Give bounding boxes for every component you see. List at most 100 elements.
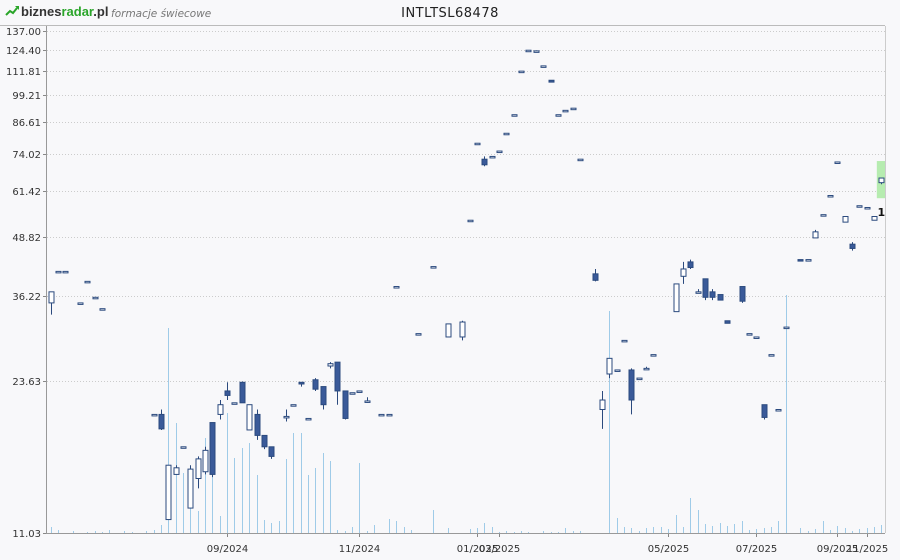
volume-bar (367, 531, 368, 533)
candle-body (834, 161, 841, 164)
volume-bar (580, 531, 581, 533)
volume-bar (73, 531, 74, 533)
volume-bar (565, 528, 566, 533)
candle-body (768, 354, 775, 357)
volume-bar (249, 443, 250, 533)
candle-body (62, 270, 69, 274)
candle-body (246, 404, 253, 431)
volume-bar (102, 532, 103, 533)
x-tick-label: 01/2025 (457, 544, 499, 555)
candle-body (842, 216, 849, 223)
x-tick-label: 09/2024 (207, 544, 249, 555)
svg-text:biznesradar.pl: biznesradar.pl (21, 4, 108, 19)
volume-bar (396, 521, 397, 533)
volume-bar (176, 423, 177, 533)
volume-bar (161, 525, 162, 533)
volume-bar (220, 516, 221, 533)
candle-body (562, 109, 569, 113)
pattern-marker-label: 1 (877, 206, 885, 219)
volume-bar (227, 413, 228, 533)
volume-bar (293, 433, 294, 533)
candle-body (570, 107, 577, 111)
volume-bar (492, 527, 493, 533)
volume-bar (705, 524, 706, 533)
volume-bar (815, 529, 816, 533)
volume-bar (749, 530, 750, 533)
x-tick-label: 07/2025 (736, 544, 778, 555)
candle-body (481, 158, 488, 166)
volume-bar (727, 526, 728, 533)
candle-body (364, 400, 371, 403)
y-tick-label: 11.03 (12, 529, 41, 540)
candle-body (349, 392, 356, 395)
volume-bar (146, 531, 147, 533)
candle-body (739, 286, 746, 302)
candle-body (761, 404, 768, 418)
logo-text-radar: radar (61, 4, 93, 19)
volume-bar (756, 529, 757, 533)
candle-body (680, 268, 687, 277)
logo-arrowhead-icon (15, 6, 19, 10)
candle-body (643, 367, 650, 371)
candle-body (48, 291, 55, 304)
volume-bar (742, 521, 743, 533)
y-tick-label: 137.00 (6, 27, 41, 38)
candle-body (342, 390, 349, 419)
candle-body (518, 70, 525, 74)
candle-body (724, 320, 731, 324)
candle-body (540, 65, 547, 68)
volume-bar (411, 530, 412, 533)
y-tick-label: 111.81 (6, 67, 41, 78)
volume-bar (308, 475, 309, 533)
volume-bar (859, 529, 860, 533)
x-tick-label: 11/2025 (847, 544, 889, 555)
volume-bar (837, 526, 838, 533)
candle-body (474, 142, 481, 146)
candle-body (151, 413, 158, 417)
volume-bar (823, 521, 824, 533)
pattern-highlight[interactable]: 1 (876, 161, 886, 219)
y-tick-label: 124.40 (6, 46, 41, 57)
grid (47, 31, 885, 534)
volume-bar (778, 521, 779, 533)
candle-body (687, 261, 694, 269)
volume-bar (51, 527, 52, 533)
candle-body (592, 273, 599, 281)
candle-body (459, 321, 466, 338)
candle-body (753, 336, 760, 339)
candle-body (231, 402, 238, 405)
volume-bar (631, 528, 632, 533)
candle-body (614, 369, 621, 372)
volume-bar (852, 531, 853, 533)
volume-bar (286, 459, 287, 533)
candle-body (202, 449, 209, 473)
volume-bar (345, 531, 346, 533)
candle-body (673, 283, 680, 313)
candle-body (820, 214, 827, 217)
logo[interactable]: biznesradar.pl (5, 4, 108, 19)
candle-body (599, 399, 606, 410)
volume-bar (109, 530, 110, 533)
candle-body (180, 446, 187, 449)
volume-bar (558, 532, 559, 533)
candle-body (283, 415, 290, 419)
candle-body (503, 132, 510, 136)
candle-body (856, 205, 863, 208)
candle-body (871, 216, 878, 221)
candle-body (92, 296, 99, 300)
candle-body (99, 308, 106, 311)
volume-bar (734, 524, 735, 533)
candle-body (77, 302, 84, 305)
volume-bar (352, 527, 353, 533)
volume-bar (301, 433, 302, 533)
candle-body (290, 404, 297, 407)
volume-bar (830, 530, 831, 533)
candle-body (356, 390, 363, 393)
volume-bar (698, 510, 699, 533)
x-tick-label: 03/2025 (479, 544, 521, 555)
volume-bar (499, 532, 500, 533)
x-tick-label: 11/2024 (339, 544, 381, 555)
volume-bar (168, 328, 169, 533)
